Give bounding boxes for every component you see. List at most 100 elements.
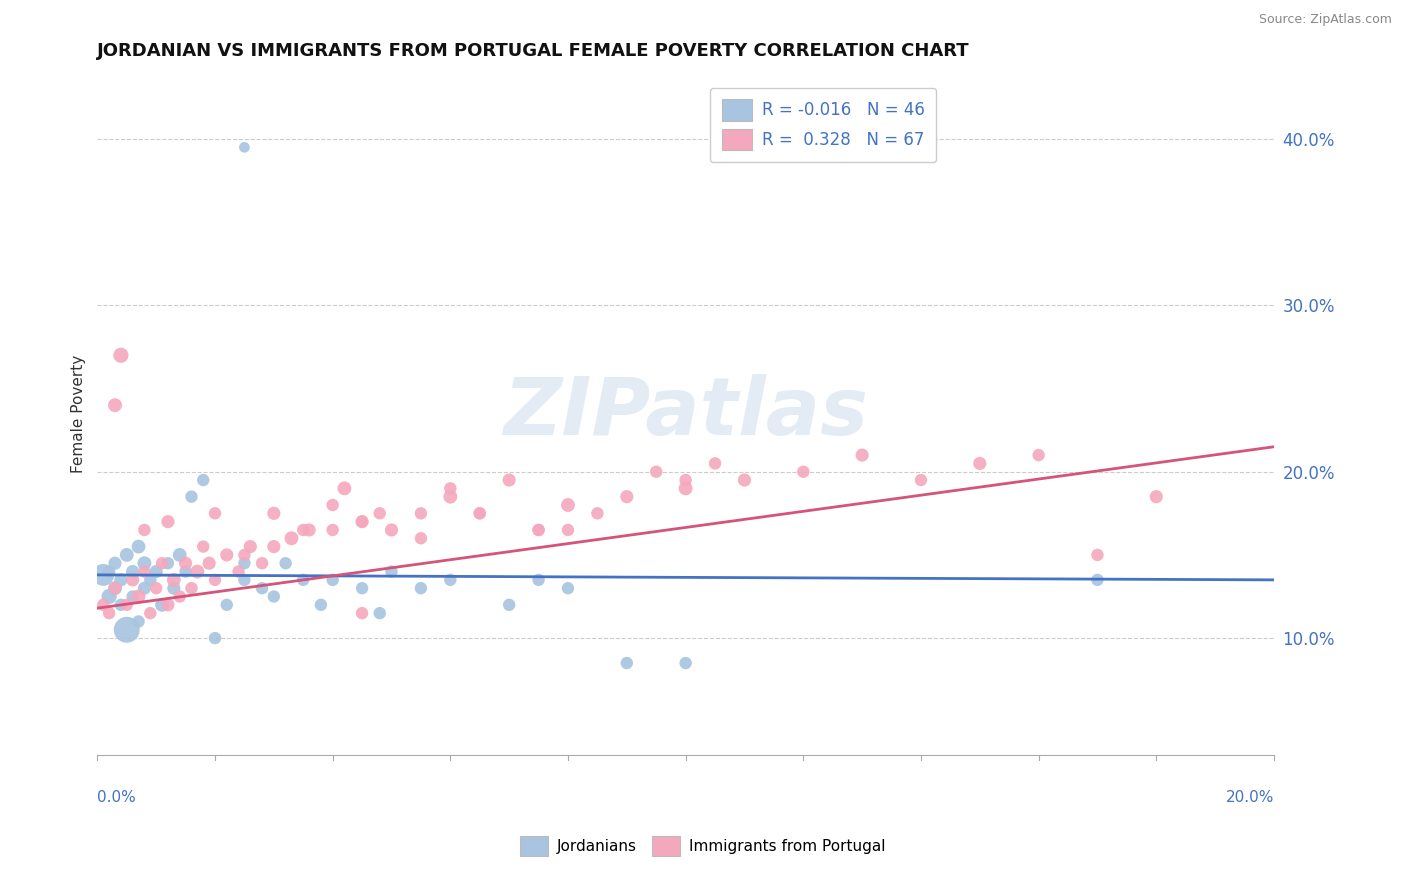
Point — [156, 515, 179, 529]
Point — [180, 490, 202, 504]
Point — [1028, 448, 1050, 462]
Point — [250, 556, 273, 570]
Point — [121, 590, 143, 604]
Point — [280, 531, 302, 545]
Point — [150, 598, 173, 612]
Point — [110, 598, 132, 612]
Point — [263, 506, 285, 520]
Point — [239, 540, 262, 554]
Point — [204, 631, 226, 645]
Point — [134, 565, 156, 579]
Point — [98, 565, 121, 579]
Point — [557, 523, 579, 537]
Point — [134, 523, 156, 537]
Point — [139, 573, 162, 587]
Point — [169, 548, 191, 562]
Point — [233, 140, 256, 154]
Point — [115, 623, 138, 637]
Point — [1087, 548, 1109, 562]
Point — [156, 598, 179, 612]
Point — [409, 581, 432, 595]
Point — [233, 556, 256, 570]
Point — [527, 573, 550, 587]
Point — [352, 515, 374, 529]
Point — [851, 448, 873, 462]
Point — [110, 348, 132, 362]
Point — [250, 581, 273, 595]
Point — [586, 506, 609, 520]
Legend: Jordanians, Immigrants from Portugal: Jordanians, Immigrants from Portugal — [515, 830, 891, 862]
Point — [675, 473, 697, 487]
Point — [98, 590, 121, 604]
Point — [439, 573, 461, 587]
Point — [193, 540, 215, 554]
Point — [98, 606, 121, 620]
Point — [174, 556, 197, 570]
Point — [274, 556, 297, 570]
Point — [169, 590, 191, 604]
Point — [309, 598, 332, 612]
Text: ZIPatlas: ZIPatlas — [503, 375, 868, 452]
Point — [298, 523, 321, 537]
Point — [792, 465, 814, 479]
Point — [174, 565, 197, 579]
Point — [1144, 490, 1167, 504]
Point — [233, 573, 256, 587]
Point — [128, 590, 150, 604]
Point — [733, 473, 755, 487]
Text: 0.0%: 0.0% — [97, 790, 136, 805]
Point — [380, 523, 402, 537]
Point — [104, 398, 127, 412]
Point — [204, 573, 226, 587]
Point — [439, 490, 461, 504]
Point — [163, 573, 186, 587]
Text: Source: ZipAtlas.com: Source: ZipAtlas.com — [1258, 13, 1392, 27]
Point — [263, 540, 285, 554]
Point — [198, 556, 221, 570]
Point — [115, 598, 138, 612]
Point — [645, 465, 668, 479]
Point — [163, 581, 186, 595]
Point — [704, 457, 727, 471]
Point — [352, 581, 374, 595]
Point — [527, 523, 550, 537]
Point — [527, 523, 550, 537]
Point — [139, 606, 162, 620]
Point — [333, 481, 356, 495]
Point — [675, 481, 697, 495]
Point — [468, 506, 491, 520]
Point — [368, 606, 391, 620]
Point — [215, 548, 238, 562]
Point — [145, 565, 167, 579]
Legend: R = -0.016   N = 46, R =  0.328   N = 67: R = -0.016 N = 46, R = 0.328 N = 67 — [710, 87, 936, 162]
Point — [409, 531, 432, 545]
Point — [156, 556, 179, 570]
Point — [439, 481, 461, 495]
Point — [352, 515, 374, 529]
Point — [233, 548, 256, 562]
Point — [186, 565, 208, 579]
Point — [115, 548, 138, 562]
Point — [616, 656, 638, 670]
Point — [228, 565, 250, 579]
Point — [193, 473, 215, 487]
Point — [468, 506, 491, 520]
Point — [910, 473, 932, 487]
Point — [352, 606, 374, 620]
Point — [263, 590, 285, 604]
Point — [110, 573, 132, 587]
Point — [150, 556, 173, 570]
Point — [322, 523, 344, 537]
Point — [104, 581, 127, 595]
Point — [128, 540, 150, 554]
Point — [1087, 573, 1109, 587]
Text: 20.0%: 20.0% — [1226, 790, 1274, 805]
Y-axis label: Female Poverty: Female Poverty — [72, 354, 86, 473]
Point — [121, 565, 143, 579]
Point — [969, 457, 991, 471]
Point — [322, 498, 344, 512]
Point — [204, 506, 226, 520]
Point — [557, 581, 579, 595]
Point — [557, 498, 579, 512]
Point — [128, 615, 150, 629]
